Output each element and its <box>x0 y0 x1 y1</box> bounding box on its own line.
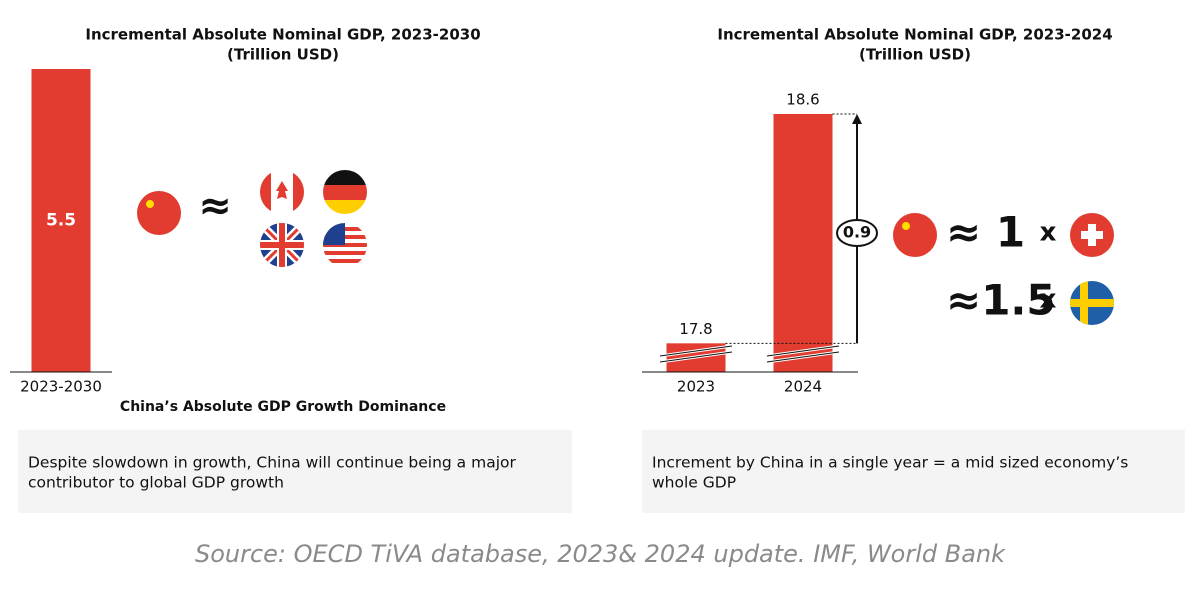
chart-title: Incremental Absolute Nominal GDP, 2023-2… <box>85 26 480 44</box>
arrow-head <box>852 114 862 124</box>
note-text: Increment by China in a single year = a … <box>652 454 1128 472</box>
note-text: whole GDP <box>652 474 736 492</box>
annotation-oval <box>836 219 878 247</box>
flag-sweden <box>1070 281 1114 325</box>
bar <box>773 114 833 372</box>
annotation: x <box>1040 285 1057 315</box>
chart-title: Incremental Absolute Nominal GDP, 2023-2… <box>717 26 1112 44</box>
value-label: 17.8 <box>679 320 712 338</box>
flag-germany <box>323 170 367 214</box>
flag-canada <box>260 170 304 214</box>
note-box <box>18 430 572 513</box>
value-label: 18.6 <box>786 91 819 109</box>
flag-china <box>893 213 937 257</box>
annotation: x <box>1040 218 1057 248</box>
annotation: ≈ 1 <box>946 208 1025 257</box>
x-tick-label: 2023-2030 <box>20 378 102 396</box>
chart-subtitle: (Trillion USD) <box>859 46 971 64</box>
annotation: ≈ <box>198 183 232 229</box>
annotation: 0.9 <box>843 223 871 242</box>
x-tick-label: 2024 <box>784 378 822 396</box>
flag-uk <box>260 223 304 267</box>
note-text: Despite slowdown in growth, China will c… <box>28 454 516 472</box>
note-text: contributor to global GDP growth <box>28 474 284 492</box>
flag-switzerland <box>1070 213 1114 257</box>
x-tick-label: 2023 <box>677 378 715 396</box>
caption: China’s Absolute GDP Growth Dominance <box>120 399 446 415</box>
axis-break <box>659 345 733 363</box>
flag-us <box>323 223 367 267</box>
flag-china <box>137 191 181 235</box>
note-box <box>642 430 1185 513</box>
annotation: ≈1.5 <box>946 276 1056 325</box>
value-label: 5.5 <box>46 211 76 231</box>
axis-break <box>766 345 840 363</box>
chart-subtitle: (Trillion USD) <box>227 46 339 64</box>
source: Source: OECD TiVA database, 2023& 2024 u… <box>195 540 1006 568</box>
bar <box>31 69 91 372</box>
